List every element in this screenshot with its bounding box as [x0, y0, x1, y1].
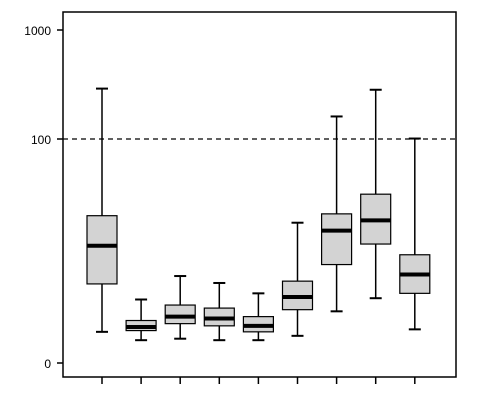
- box-2: [125, 298, 157, 342]
- y-tick-label-0: 0: [44, 357, 51, 371]
- y-tick-label-1000: 1000: [24, 24, 51, 38]
- box-5: [242, 292, 274, 342]
- box-6: [281, 221, 314, 337]
- box-1: [86, 87, 118, 333]
- boxplot-series: [86, 87, 431, 342]
- box-4: [203, 281, 235, 342]
- box-3: [164, 275, 196, 340]
- iqr-box-7: [321, 213, 353, 266]
- box-7: [321, 115, 353, 313]
- box-9: [399, 137, 431, 331]
- box-8: [360, 88, 392, 300]
- y-tick-label-100: 100: [31, 133, 51, 147]
- iqr-box-1: [86, 215, 118, 285]
- x-axis-ticks: [101, 377, 416, 384]
- iqr-box-3: [164, 304, 196, 325]
